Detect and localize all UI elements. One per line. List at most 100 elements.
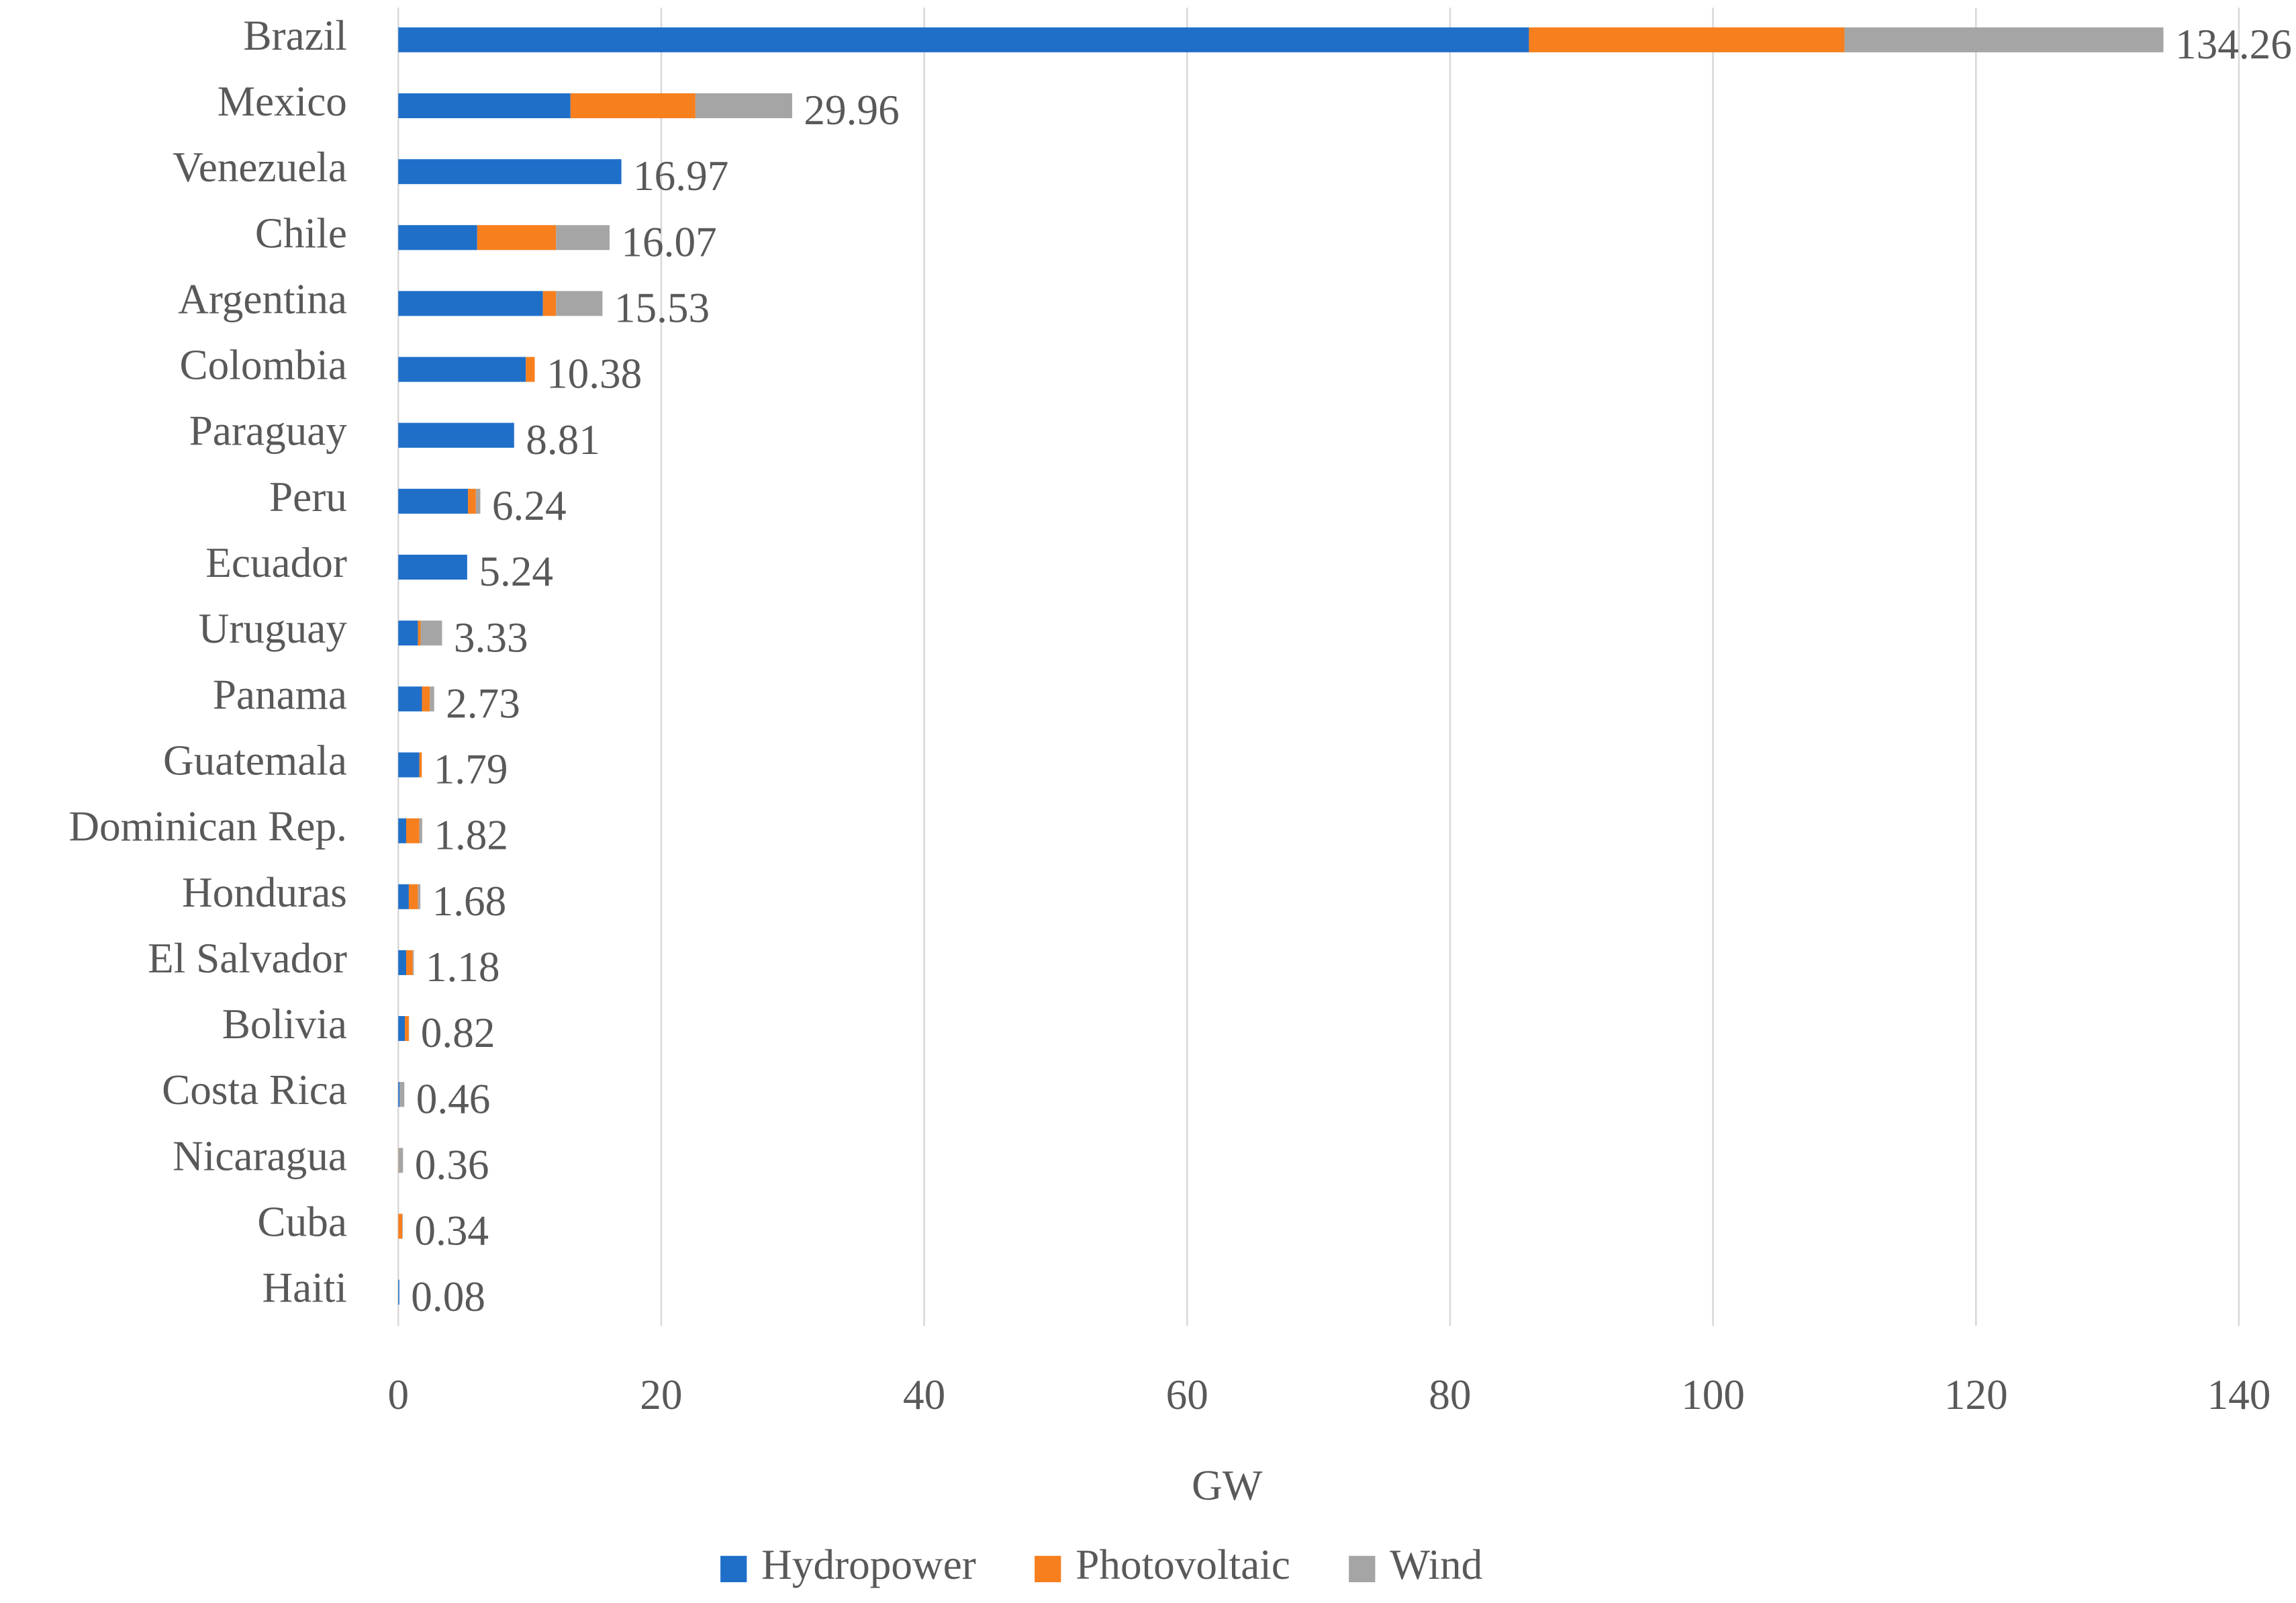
bar-segment xyxy=(398,1213,403,1239)
data-label: 0.46 xyxy=(416,1075,491,1122)
bar-segment xyxy=(398,752,420,778)
x-tick-label: 40 xyxy=(903,1371,945,1418)
data-label: 5.24 xyxy=(479,548,553,595)
bar-segment xyxy=(398,225,477,250)
x-tick-label: 60 xyxy=(1166,1371,1208,1418)
bar-segment xyxy=(398,621,418,646)
y-tick-label: Peru xyxy=(269,473,347,520)
data-label: 1.18 xyxy=(426,944,500,991)
bar-segment xyxy=(422,686,430,712)
data-label: 3.33 xyxy=(454,614,528,661)
bar-segment xyxy=(477,225,557,250)
y-tick-label: Paraguay xyxy=(189,408,348,455)
y-tick-label: Haiti xyxy=(262,1265,346,1312)
bar-segment xyxy=(398,1148,403,1173)
y-tick-label: Guatemala xyxy=(163,737,347,784)
bar-segment xyxy=(420,621,442,646)
y-tick-label: Argentina xyxy=(178,275,347,322)
y-tick-label: Nicaragua xyxy=(173,1132,347,1179)
bar-segment xyxy=(430,686,434,712)
bar-segment xyxy=(418,621,421,646)
y-tick-label: Brazil xyxy=(243,12,347,59)
data-label: 134.26 xyxy=(2175,21,2292,68)
bar-segment xyxy=(570,93,696,119)
y-tick-label: Uruguay xyxy=(199,605,348,652)
data-label: 1.79 xyxy=(434,746,508,793)
legend-swatch xyxy=(1035,1555,1061,1583)
bar-segment xyxy=(398,686,422,712)
bar-segment xyxy=(526,357,535,382)
bar-segment xyxy=(398,422,514,448)
bar-segment xyxy=(398,357,526,382)
y-tick-label: Venezuela xyxy=(173,144,347,191)
x-tick-label: 0 xyxy=(387,1371,409,1418)
bar-segment xyxy=(398,488,469,514)
bar-segment xyxy=(1844,27,2164,52)
bar-segment xyxy=(398,159,622,185)
bar-segment xyxy=(475,488,481,514)
bar-segment xyxy=(418,884,421,909)
data-label: 0.08 xyxy=(411,1273,485,1320)
bar-segment xyxy=(412,950,414,975)
y-tick-label: El Salvador xyxy=(148,935,347,982)
bar-segment xyxy=(408,884,418,909)
bar-segment xyxy=(398,93,571,119)
data-label: 10.38 xyxy=(546,351,642,398)
bar-segment xyxy=(406,818,420,843)
data-label: 1.82 xyxy=(434,812,508,859)
bar-segment xyxy=(398,884,409,909)
y-tick-label: Ecuador xyxy=(205,539,347,586)
bar-segment xyxy=(398,1279,399,1305)
bar-segment xyxy=(419,752,422,778)
bar-segment xyxy=(402,1213,403,1239)
y-tick-label: Bolivia xyxy=(222,1001,347,1048)
y-tick-label: Colombia xyxy=(179,342,346,389)
bar-segment xyxy=(398,1082,400,1107)
bar-segment xyxy=(398,1016,405,1042)
data-label: 16.97 xyxy=(633,152,728,199)
data-label: 1.68 xyxy=(432,878,507,925)
x-tick-label: 120 xyxy=(1944,1371,2008,1418)
data-label: 16.07 xyxy=(621,218,716,265)
bar-segment xyxy=(542,291,557,316)
x-axis-title: GW xyxy=(1192,1462,1263,1509)
data-label: 29.96 xyxy=(804,87,899,134)
data-label: 0.82 xyxy=(421,1009,495,1056)
legend-swatch xyxy=(720,1555,747,1583)
bar-segment xyxy=(406,950,413,975)
data-label: 0.36 xyxy=(415,1141,489,1188)
bar-segment xyxy=(1529,27,1845,52)
bar-segment xyxy=(419,818,422,843)
data-label: 8.81 xyxy=(526,416,600,463)
data-label: 0.34 xyxy=(414,1207,489,1254)
bar-segment xyxy=(398,554,467,580)
bar-segment xyxy=(405,1016,409,1042)
bar-segment xyxy=(468,488,476,514)
legend-swatch xyxy=(1349,1555,1376,1583)
bar-segment xyxy=(398,27,1529,52)
y-tick-label: Honduras xyxy=(182,869,347,916)
legend-label: Photovoltaic xyxy=(1075,1541,1290,1588)
bar-segment xyxy=(398,291,543,316)
x-tick-label: 80 xyxy=(1429,1371,1471,1418)
bar-segment xyxy=(399,1082,405,1107)
x-tick-label: 100 xyxy=(1681,1371,1745,1418)
bar-segment xyxy=(556,291,603,316)
y-tick-label: Cuba xyxy=(257,1199,347,1246)
y-tick-label: Costa Rica xyxy=(162,1066,347,1113)
x-tick-label: 140 xyxy=(2207,1371,2270,1418)
bar-segment xyxy=(398,818,407,843)
y-tick-label: Mexico xyxy=(218,78,347,125)
bar-segment xyxy=(398,950,407,975)
y-tick-label: Dominican Rep. xyxy=(68,803,347,850)
legend-label: Hydropower xyxy=(761,1541,976,1588)
data-label: 6.24 xyxy=(492,482,567,529)
legend-label: Wind xyxy=(1390,1541,1482,1588)
data-label: 2.73 xyxy=(446,680,520,727)
x-tick-label: 20 xyxy=(640,1371,682,1418)
data-label: 15.53 xyxy=(614,285,710,332)
y-tick-label: Panama xyxy=(213,671,347,718)
y-tick-label: Chile xyxy=(255,210,347,257)
